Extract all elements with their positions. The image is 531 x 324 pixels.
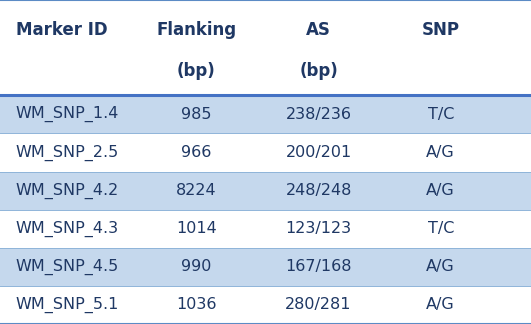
Bar [0,171,531,210]
Text: A/G: A/G [426,145,455,160]
Text: 8224: 8224 [176,183,217,198]
Text: (bp): (bp) [299,62,338,79]
Text: A/G: A/G [426,259,455,274]
Text: A/G: A/G [426,183,455,198]
Text: WM_SNP_1.4: WM_SNP_1.4 [16,106,119,122]
Bar [0,248,531,286]
Text: WM_SNP_4.3: WM_SNP_4.3 [16,221,119,237]
Text: 985: 985 [181,107,212,122]
Text: 200/201: 200/201 [286,145,352,160]
Text: 280/281: 280/281 [285,297,352,312]
Text: WM_SNP_5.1: WM_SNP_5.1 [16,297,119,313]
Bar [0,133,531,171]
Text: AS: AS [306,21,331,40]
Text: 1036: 1036 [176,297,217,312]
Text: Marker ID: Marker ID [16,21,108,40]
Text: 123/123: 123/123 [286,221,352,236]
Bar [0,210,531,248]
Text: T/C: T/C [427,221,454,236]
Text: 1014: 1014 [176,221,217,236]
Text: (bp): (bp) [177,62,216,79]
Text: WM_SNP_4.5: WM_SNP_4.5 [16,259,119,275]
Text: 248/248: 248/248 [285,183,352,198]
Text: Flanking: Flanking [157,21,236,40]
Text: WM_SNP_2.5: WM_SNP_2.5 [16,145,119,161]
Text: A/G: A/G [426,297,455,312]
Text: 990: 990 [181,259,212,274]
Bar [0,286,531,324]
Text: 238/236: 238/236 [286,107,352,122]
Text: T/C: T/C [427,107,454,122]
Text: 167/168: 167/168 [285,259,352,274]
Text: SNP: SNP [422,21,460,40]
Text: 966: 966 [181,145,212,160]
Text: WM_SNP_4.2: WM_SNP_4.2 [16,182,119,199]
Bar [0,95,531,133]
Bar [0,0,531,95]
